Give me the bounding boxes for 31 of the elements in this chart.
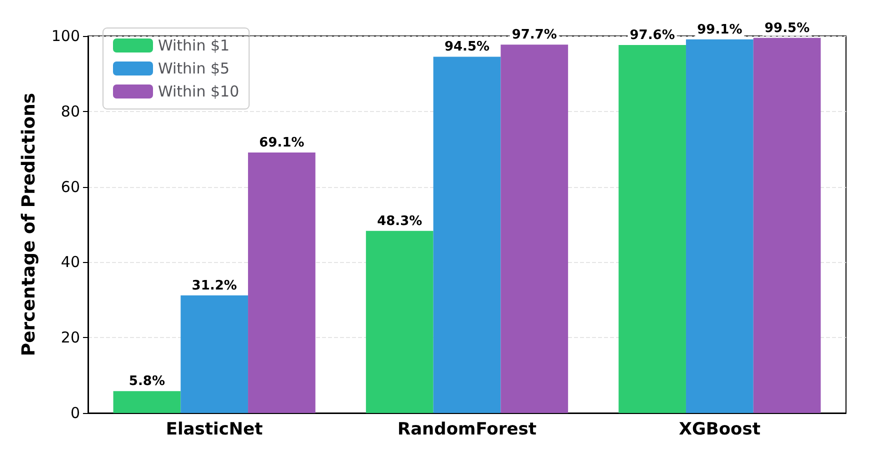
bar bbox=[180, 295, 248, 413]
bar bbox=[686, 39, 754, 413]
bar bbox=[618, 45, 686, 413]
bar bbox=[433, 56, 501, 413]
data-label: 99.5% bbox=[764, 20, 810, 36]
bar bbox=[366, 230, 434, 413]
y-tick-label: 100 bbox=[51, 27, 80, 45]
y-tick-label: 0 bbox=[70, 404, 80, 422]
y-axis-title: Percentage of Predictions bbox=[18, 92, 40, 356]
bar bbox=[500, 44, 568, 413]
x-tick-label: ElasticNet bbox=[166, 420, 263, 440]
data-label: 69.1% bbox=[259, 135, 304, 150]
y-tick-label: 20 bbox=[60, 328, 80, 347]
legend-label: Within $1 bbox=[158, 36, 230, 54]
y-tick-label: 60 bbox=[60, 178, 80, 196]
x-tick-label: RandomForest bbox=[398, 420, 536, 440]
data-label: 31.2% bbox=[192, 278, 237, 294]
y-tick-label: 80 bbox=[60, 102, 80, 120]
data-label: 5.8% bbox=[128, 374, 165, 390]
data-label: 97.7% bbox=[512, 28, 557, 43]
data-label: 99.1% bbox=[697, 22, 742, 38]
bar bbox=[248, 152, 316, 413]
data-label: 48.3% bbox=[377, 214, 422, 229]
legend-label: Within $10 bbox=[158, 82, 240, 100]
bar bbox=[753, 38, 821, 413]
x-tick-label: XGBoost bbox=[678, 420, 760, 440]
data-label: 94.5% bbox=[444, 40, 490, 55]
legend-label: Within $5 bbox=[158, 60, 230, 78]
bar bbox=[113, 391, 181, 413]
y-tick-label: 40 bbox=[60, 253, 80, 272]
data-label: 97.6% bbox=[630, 28, 675, 44]
